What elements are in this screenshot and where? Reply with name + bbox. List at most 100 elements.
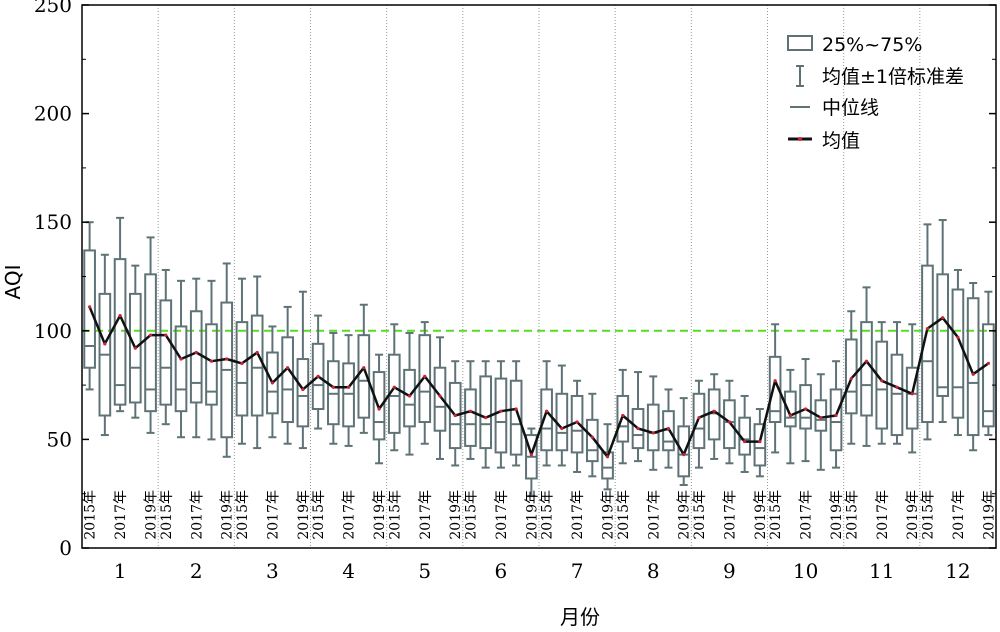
box-item [220,262,234,458]
iqr-box [327,360,340,426]
iqr-box [844,338,858,415]
mean-point [133,346,137,350]
year-label: 2017年 [646,490,662,540]
year-label: 2019年 [753,490,769,540]
box-layer [83,216,995,497]
iqr-box [905,366,919,430]
legend-mean-marker [798,137,802,141]
year-label: 2015年 [844,490,860,540]
box-item [905,323,919,454]
box-item [585,392,599,478]
month-label: 5 [418,559,431,583]
year-label: 2017年 [570,490,586,540]
box-item [448,360,462,467]
legend-label-mean: 均值 [822,130,860,152]
year-label: 2017年 [722,490,738,540]
box-item [128,264,142,419]
year-label: 2017年 [113,490,129,540]
mean-point [773,379,777,383]
box-item [311,314,325,430]
mean-point [484,416,488,420]
iqr-box [784,390,797,428]
mean-point [819,416,823,420]
iqr-box [235,321,249,417]
box-item [631,371,645,463]
box-item [936,219,950,424]
mean-point [636,426,640,431]
box-item [281,305,294,445]
year-label: 2015年 [768,490,784,540]
mean-point [712,409,716,413]
iqr-box [966,297,980,437]
mean-point [605,455,610,459]
box-item [966,282,980,452]
year-label: 2017年 [342,490,358,540]
iqr-box [418,334,432,424]
box-item [540,360,553,467]
year-label: 2019年 [829,490,845,540]
mean-point [194,350,198,355]
mean-point [270,381,275,385]
legend-label-errorbar: 均值±1倍标准差 [822,66,964,88]
year-label: 2019年 [677,490,693,540]
mean-point [880,379,884,383]
year-label: 2017年 [799,490,815,540]
x-axis-title: 月份 [560,605,600,629]
iqr-box [311,342,325,410]
box-item [327,331,340,445]
mean-point [209,359,214,363]
month-label: 3 [266,559,279,583]
iqr-box [875,340,889,430]
year-label: 2019年 [524,490,540,540]
mean-point [895,385,899,389]
iqr-box [951,288,965,419]
legend-label-box: 25%~75% [822,34,922,56]
iqr-box [266,351,279,415]
mean-point [164,333,168,337]
box-item [509,360,523,467]
box-item [464,360,477,460]
iqr-box [692,392,706,450]
box-item [768,323,782,454]
iqr-box [631,407,645,450]
year-label: 2017年 [418,490,434,540]
iqr-box [982,323,995,428]
box-item [205,279,218,441]
box-item [692,379,706,469]
year-label: 2015年 [692,490,708,540]
mean-point [407,394,412,398]
mean-point [788,413,792,418]
iqr-box [479,375,493,450]
mean-point [118,313,122,318]
y-axis-title: AQI [1,265,25,300]
month-label: 9 [723,559,736,583]
y-tick-label: 250 [34,0,72,17]
box-item [433,336,447,460]
mean-point [301,387,305,392]
iqr-box [509,379,523,456]
iqr-box [113,258,127,406]
year-label: 2019年 [220,490,236,540]
year-label: 2015年 [235,490,251,540]
mean-line [88,306,990,459]
year-label: 2019年 [372,490,388,540]
month-label: 12 [945,559,970,583]
year-label: 2015年 [159,490,175,540]
mean-point [103,342,107,346]
mean-point [225,357,229,361]
mean-point [986,361,990,365]
mean-point [346,385,351,389]
box-item [525,427,538,497]
iqr-box [585,418,599,463]
year-label: 2017年 [951,490,967,540]
box-item [144,236,157,434]
iqr-box [281,336,294,424]
mean-point [438,394,442,398]
iqr-box [799,384,812,430]
year-label: 2017年 [265,490,281,540]
box-item [113,216,127,413]
mean-point [545,409,549,413]
year-label: 2015年 [920,490,936,540]
legend-label-median: 中位线 [822,97,879,119]
